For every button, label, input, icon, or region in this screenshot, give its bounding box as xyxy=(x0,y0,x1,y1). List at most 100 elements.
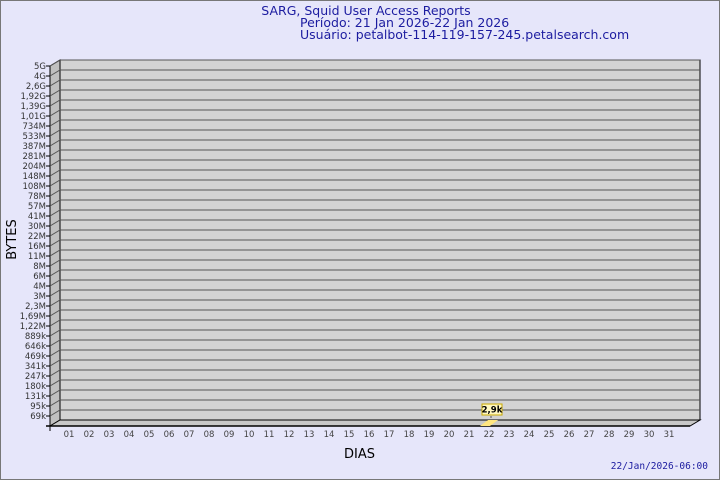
y-tick-label: 281M xyxy=(22,152,46,162)
x-tick-label: 21 xyxy=(464,430,475,440)
x-axis-label: DIAS xyxy=(344,447,375,462)
x-tick-label: 14 xyxy=(324,430,335,440)
gridline xyxy=(49,349,700,357)
gridline xyxy=(49,109,700,117)
x-tick-label: 29 xyxy=(624,430,635,440)
gridline xyxy=(49,89,700,97)
x-tick-label: 05 xyxy=(144,430,155,440)
y-tick-label: 4G xyxy=(34,72,46,82)
gridline xyxy=(49,329,700,337)
x-tick-label: 19 xyxy=(424,430,435,440)
y-tick-label: 204M xyxy=(22,162,46,172)
x-tick-label: 10 xyxy=(244,430,255,440)
y-tick-label: 95k xyxy=(30,402,46,412)
y-tick-label: 2,6G xyxy=(26,82,46,92)
data-label: 2,9k xyxy=(482,406,503,416)
gridline xyxy=(49,69,700,77)
y-tick-label: 1,39G xyxy=(20,102,46,112)
gridline xyxy=(49,289,700,297)
gridline xyxy=(49,299,700,307)
gridline xyxy=(49,249,700,257)
y-tick-label: 4M xyxy=(33,282,46,292)
x-tick-label: 07 xyxy=(184,430,195,440)
y-tick-label: 30M xyxy=(28,222,46,232)
x-tick-label: 12 xyxy=(284,430,295,440)
y-tick-label: 11M xyxy=(28,252,46,262)
y-tick-label: 387M xyxy=(22,142,46,152)
gridline xyxy=(49,239,700,247)
y-tick-label: 148M xyxy=(22,172,46,182)
gridline xyxy=(49,279,700,287)
x-tick-label: 20 xyxy=(444,430,455,440)
gridline xyxy=(49,229,700,237)
y-tick-label: 533M xyxy=(22,132,46,142)
y-tick-label: 22M xyxy=(28,232,46,242)
y-tick-label: 2,3M xyxy=(25,302,46,312)
y-tick-label: 3M xyxy=(33,292,46,302)
gridline xyxy=(49,379,700,387)
gridline xyxy=(49,99,700,107)
gridline xyxy=(49,139,700,147)
x-tick-label: 18 xyxy=(404,430,415,440)
x-tick-label: 24 xyxy=(524,430,535,440)
report-user: Usuário: petalbot-114-119-157-245.petals… xyxy=(300,27,630,42)
x-tick-label: 15 xyxy=(344,430,355,440)
gridline xyxy=(49,219,700,227)
x-tick-label: 01 xyxy=(64,430,75,440)
y-tick-label: 108M xyxy=(22,182,46,192)
y-tick-label: 78M xyxy=(28,192,46,202)
plot-floor xyxy=(48,419,702,427)
x-tick-label: 27 xyxy=(584,430,595,440)
y-tick-label: 1,92G xyxy=(20,92,46,102)
gridline xyxy=(49,79,700,87)
gridline xyxy=(49,169,700,177)
y-tick-label: 41M xyxy=(28,212,46,222)
gridline xyxy=(49,179,700,187)
gridline xyxy=(49,389,700,397)
y-tick-label: 1,22M xyxy=(20,322,46,332)
x-tick-label: 08 xyxy=(204,430,215,440)
generated-timestamp: 22/Jan/2026-06:00 xyxy=(610,461,708,472)
bar-day-22 xyxy=(480,420,498,426)
y-tick-label: 1,69M xyxy=(20,312,46,322)
gridline xyxy=(49,149,700,157)
gridline xyxy=(49,259,700,267)
y-tick-label: 341k xyxy=(25,362,46,372)
gridline xyxy=(49,269,700,277)
gridline xyxy=(49,399,700,407)
chart-title: SARG, Squid User Access Reports xyxy=(261,3,471,18)
y-tick-label: 1,01G xyxy=(20,112,46,122)
data-label-box xyxy=(481,403,503,416)
gridline xyxy=(49,59,700,67)
x-tick-label: 22 xyxy=(484,430,495,440)
gridline xyxy=(49,359,700,367)
x-tick-label: 31 xyxy=(664,430,675,440)
gridline xyxy=(49,129,700,137)
gridline xyxy=(49,319,700,327)
gridline xyxy=(49,199,700,207)
x-tick-label: 30 xyxy=(644,430,655,440)
y-tick-label: 469k xyxy=(25,352,46,362)
y-tick-label: 734M xyxy=(22,122,46,132)
y-tick-label: 6M xyxy=(33,272,46,282)
x-tick-label: 17 xyxy=(384,430,395,440)
x-tick-label: 28 xyxy=(604,430,615,440)
x-tick-label: 09 xyxy=(224,430,235,440)
y-tick-label: 180k xyxy=(25,382,46,392)
y-tick-label: 889k xyxy=(25,332,46,342)
y-tick-label: 69k xyxy=(30,412,46,422)
x-tick-label: 02 xyxy=(84,430,95,440)
y-tick-label: 131k xyxy=(25,392,46,402)
x-tick-label: 26 xyxy=(564,430,575,440)
x-tick-label: 25 xyxy=(544,430,555,440)
y-tick-label: 247k xyxy=(25,372,46,382)
gridline xyxy=(49,119,700,127)
gridline xyxy=(49,369,700,377)
y-tick-label: 646k xyxy=(25,342,46,352)
gridline xyxy=(49,339,700,347)
y-tick-label: 16M xyxy=(28,242,46,252)
x-tick-label: 03 xyxy=(104,430,115,440)
x-tick-label: 04 xyxy=(124,430,135,440)
x-tick-label: 13 xyxy=(304,430,315,440)
